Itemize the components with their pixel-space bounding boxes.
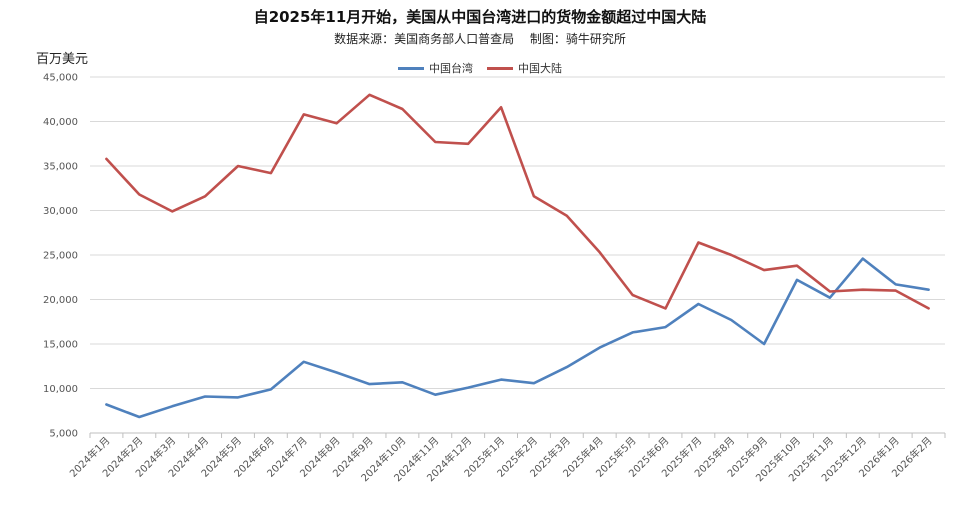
legend-label-mainland: 中国大陆	[518, 62, 562, 75]
legend-item-taiwan: 中国台湾	[398, 60, 473, 76]
y-tick-label: 10,000	[43, 384, 78, 395]
legend-label-taiwan: 中国台湾	[429, 62, 473, 75]
legend-swatch-taiwan	[398, 66, 424, 70]
legend-item-mainland: 中国大陆	[487, 60, 562, 76]
series-line-mainland	[105, 93, 930, 310]
y-tick-label: 35,000	[43, 162, 78, 173]
series-line-taiwan	[105, 257, 930, 419]
y-tick-label: 15,000	[43, 340, 78, 351]
legend: 中国台湾 中国大陆	[0, 60, 960, 76]
y-tick-label: 40,000	[43, 117, 78, 128]
y-tick-label: 5,000	[49, 429, 78, 440]
y-axis-unit-label: 百万美元	[36, 52, 89, 67]
y-tick-label: 20,000	[43, 295, 78, 306]
y-tick-label: 25,000	[43, 251, 78, 262]
y-tick-label: 30,000	[43, 206, 78, 217]
y-tick-label: 45,000	[43, 73, 78, 84]
legend-swatch-mainland	[487, 66, 513, 70]
chart-subtitle: 数据来源：美国商务部人口普查局 制图：骑牛研究所	[334, 32, 626, 46]
chart-title: 自2025年11月开始，美国从中国台湾进口的货物金额超过中国大陆	[253, 8, 707, 26]
